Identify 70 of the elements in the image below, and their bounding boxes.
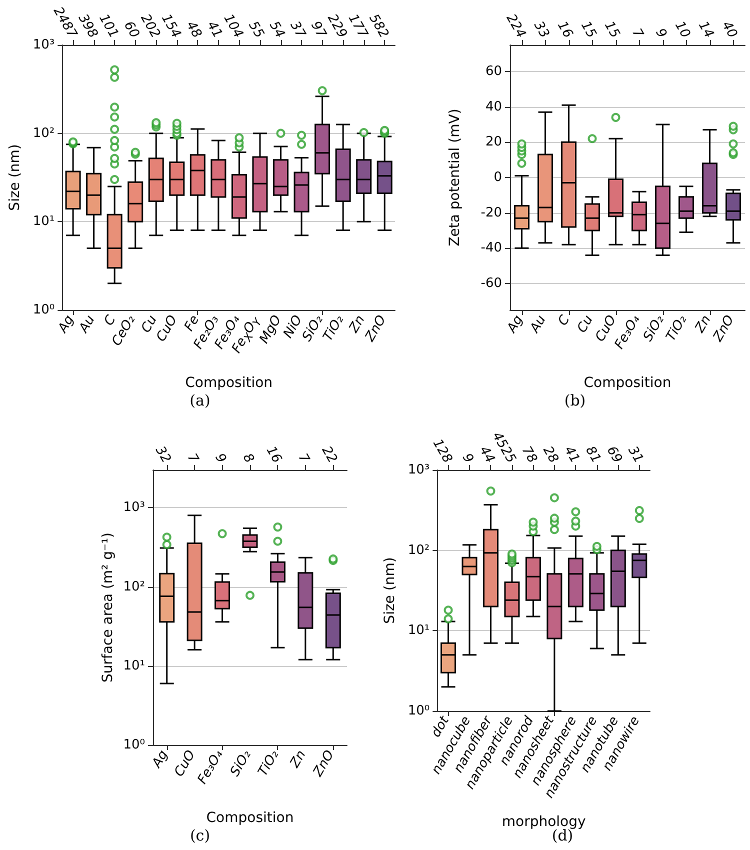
x-tick-label: C [555, 313, 574, 329]
y-tick-label: 10⁰ [123, 738, 145, 752]
text: 224 [502, 12, 528, 41]
y-axis-title: Size (nm) [382, 557, 398, 624]
text: 97 [308, 18, 330, 42]
y-tick-label: 40 [485, 99, 502, 114]
y-tick-label: 10¹ [408, 623, 430, 638]
x-tick-label: Zn [288, 748, 311, 771]
text: (a) [190, 392, 210, 410]
text: 16 [262, 444, 284, 466]
y-tick-label: 10¹ [32, 214, 55, 230]
y-tick-label: 10³ [408, 462, 430, 478]
text: 15 [577, 18, 599, 41]
x-tick-label: C [101, 313, 119, 328]
x-tick-label: Au [76, 313, 99, 336]
text: 54 [266, 18, 288, 41]
y-axis-title: Zeta potential (mV) [447, 108, 463, 246]
text: 78 [518, 444, 540, 466]
text: (c) [190, 826, 210, 844]
y-tick-label: 10⁰ [408, 704, 430, 718]
text: 7 [184, 451, 202, 466]
y-tick-label: 10² [408, 542, 430, 558]
text: 9 [212, 451, 229, 466]
x-axis-title: Composition [584, 375, 672, 391]
y-tick-label: 10³ [123, 500, 145, 516]
text: 14 [694, 18, 716, 41]
text: 7 [628, 26, 646, 42]
text: 28 [540, 444, 561, 466]
y-axis-title: Size (nm) [7, 144, 23, 211]
x-tick-label: Ag [149, 748, 172, 771]
text: 7 [294, 451, 312, 466]
text: 44 [476, 444, 498, 466]
text: 81 [582, 444, 604, 466]
y-tick-label: 60 [485, 64, 502, 79]
x-tick-label: Ag [504, 313, 527, 336]
text: 9 [652, 26, 670, 41]
x-tick-label: Zn [692, 313, 714, 336]
x-axis-title: Composition [185, 375, 273, 391]
text: 15 [600, 18, 622, 41]
text: 9 [458, 451, 476, 466]
x-axis-title: Composition [206, 810, 294, 826]
x-tick-label: Ag [56, 313, 78, 336]
y-tick-label: 20 [485, 134, 502, 150]
text: 22 [318, 444, 340, 466]
text: 31 [624, 444, 646, 466]
text: 55 [245, 18, 266, 41]
text: 40 [718, 18, 740, 41]
text: 8 [239, 451, 256, 466]
text: (b) [564, 392, 586, 410]
y-tick-label: 0 [494, 170, 502, 185]
text: 48 [182, 18, 204, 41]
y-tick-label: 10³ [32, 38, 55, 52]
y-tick-label: -20 [480, 205, 502, 220]
text: 69 [603, 444, 625, 466]
text: 41 [560, 444, 582, 466]
y-tick-label: -40 [480, 240, 502, 256]
x-tick-label: Cu [574, 313, 597, 336]
y-tick-label: 10² [32, 126, 55, 141]
text: 33 [530, 18, 552, 41]
y-tick-label: -60 [480, 276, 502, 291]
y-tick-label: 10² [123, 579, 145, 594]
y-tick-label: 10¹ [123, 658, 145, 674]
text: 37 [286, 18, 308, 42]
text: 32 [152, 444, 174, 466]
text: 10 [671, 18, 693, 41]
x-tick-label: Au [528, 313, 550, 336]
text: 16 [554, 18, 576, 41]
y-tick-label: 10⁰ [32, 302, 55, 318]
text: 41 [204, 18, 225, 41]
y-axis-title: Surface area (m² g⁻¹) [100, 532, 116, 682]
